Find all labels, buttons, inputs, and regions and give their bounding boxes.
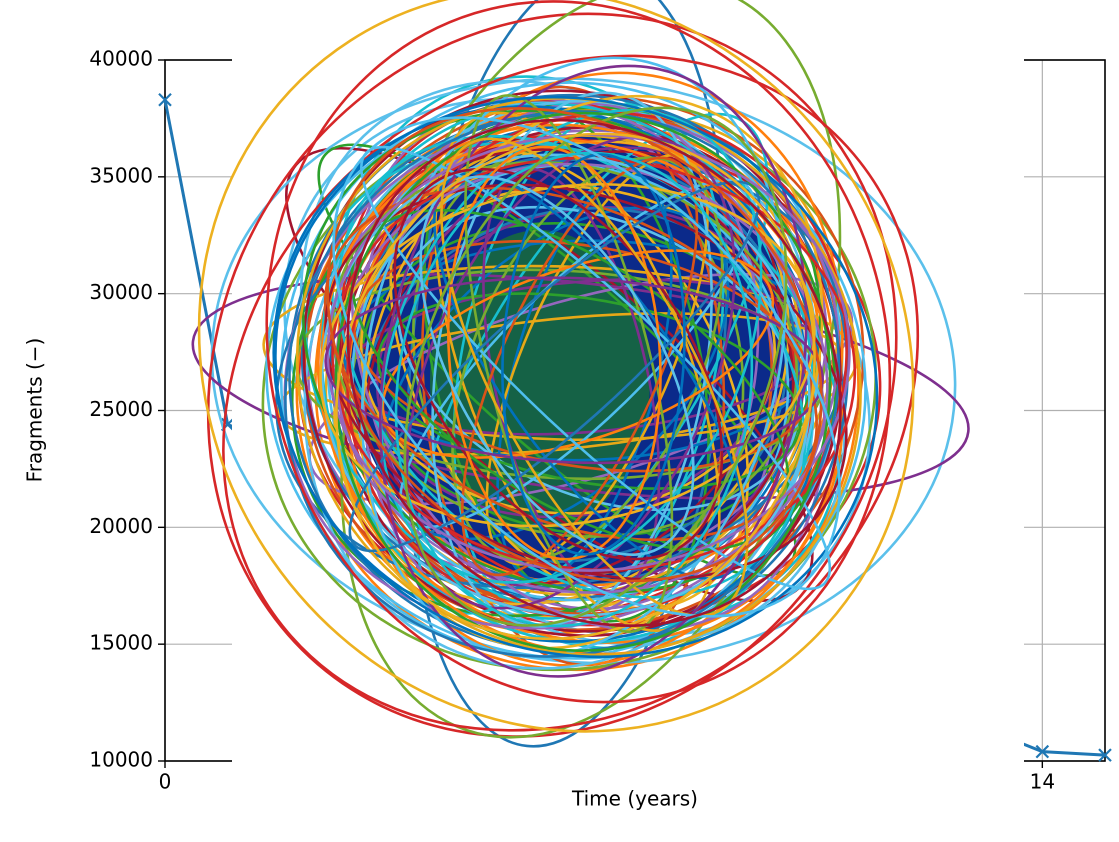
x-tick-label: 14 bbox=[1030, 770, 1055, 794]
y-tick-label: 10000 bbox=[89, 748, 153, 772]
y-tick-label: 35000 bbox=[89, 163, 153, 187]
y-tick-label: 20000 bbox=[89, 514, 153, 538]
x-axis-label: Time (years) bbox=[571, 787, 698, 811]
y-tick-label: 15000 bbox=[89, 631, 153, 655]
y-tick-label: 40000 bbox=[89, 47, 153, 71]
y-tick-label: 25000 bbox=[89, 397, 153, 421]
chart: 1000015000200002500030000350004000002468… bbox=[0, 0, 1119, 842]
x-tick-label: 0 bbox=[159, 770, 172, 794]
y-tick-label: 30000 bbox=[89, 280, 153, 304]
orbit-image bbox=[59, 0, 1055, 842]
y-axis-label: Fragments (−) bbox=[23, 338, 47, 483]
